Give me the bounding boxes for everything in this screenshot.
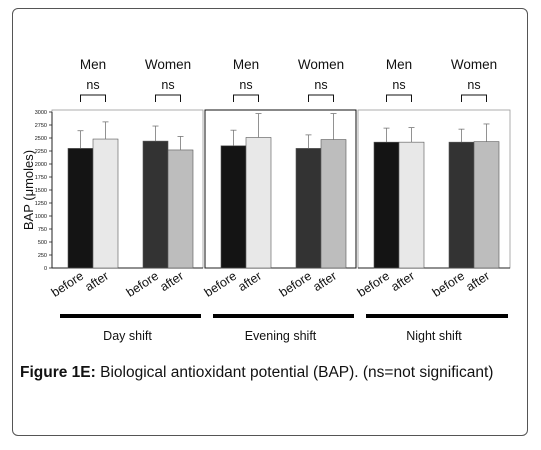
bar	[295, 148, 322, 269]
group-label: Men	[233, 57, 259, 72]
shift-label: Night shift	[406, 329, 462, 343]
significance-bracket	[233, 94, 259, 102]
caption-label: Figure 1E:	[20, 364, 96, 381]
significance-label: ns	[467, 78, 480, 92]
y-tick-label: 2250	[35, 149, 47, 155]
y-tick-label: 1750	[35, 175, 47, 181]
significance-label: ns	[392, 78, 405, 92]
bar	[167, 149, 194, 269]
x-tick-label: before	[277, 269, 314, 300]
significance-label: ns	[239, 78, 252, 92]
y-tick-label: 750	[38, 227, 47, 233]
significance-label: ns	[314, 78, 327, 92]
significance-bracket	[386, 94, 412, 102]
x-tick-label: before	[49, 269, 86, 300]
significance-bracket	[155, 94, 181, 102]
bar	[448, 141, 475, 269]
x-tick-label: before	[355, 269, 392, 300]
bar	[373, 141, 400, 269]
caption-text: Biological antioxidant potential (BAP). …	[100, 364, 494, 381]
x-tick-label: after	[311, 269, 340, 294]
y-tick-label: 1000	[35, 214, 47, 220]
x-tick-label: after	[83, 269, 112, 294]
shift-bar	[366, 314, 508, 318]
x-tick-label: before	[124, 269, 161, 300]
y-tick-label: 250	[38, 253, 47, 259]
bar	[220, 145, 247, 269]
y-tick-label: 1500	[35, 188, 47, 194]
group-label: Women	[451, 57, 497, 72]
figure-caption: Figure 1E: Biological antioxidant potent…	[20, 362, 520, 383]
x-tick-label: after	[389, 269, 418, 294]
y-tick-label: 3000	[35, 110, 47, 116]
shift-label: Day shift	[103, 329, 152, 343]
y-tick-label: 2750	[35, 123, 47, 129]
significance-bracket	[461, 94, 487, 102]
group-label: Women	[298, 57, 344, 72]
x-tick-label: after	[158, 269, 187, 294]
bar	[320, 139, 347, 269]
bar	[142, 140, 169, 269]
y-axis-title: BAP (μmoles)	[21, 150, 36, 230]
bar	[92, 138, 119, 269]
shift-bar	[60, 314, 201, 318]
significance-bracket	[80, 94, 106, 102]
group-label: Men	[386, 57, 412, 72]
y-tick-label: 1250	[35, 201, 47, 207]
bar	[67, 148, 94, 269]
bar	[473, 141, 500, 269]
bar	[245, 137, 272, 269]
significance-label: ns	[161, 78, 174, 92]
x-tick-label: after	[236, 269, 265, 294]
y-tick-label: 2000	[35, 162, 47, 168]
x-tick-label: after	[464, 269, 493, 294]
x-tick-label: before	[430, 269, 467, 300]
y-tick-label: 2500	[35, 136, 47, 142]
shift-bar	[213, 314, 354, 318]
y-tick-label: 0	[44, 266, 47, 272]
y-tick-label: 500	[38, 240, 47, 246]
bar	[398, 141, 425, 269]
shift-label: Evening shift	[245, 329, 317, 343]
group-label: Men	[80, 57, 106, 72]
bap-bar-chart: 0 250 500 750 1000 1250 1500 1750 2000 2250 2500 27…	[21, 57, 511, 343]
group-label: Women	[145, 57, 191, 72]
significance-label: ns	[86, 78, 99, 92]
significance-bracket	[308, 94, 334, 102]
x-tick-label: before	[202, 269, 239, 300]
